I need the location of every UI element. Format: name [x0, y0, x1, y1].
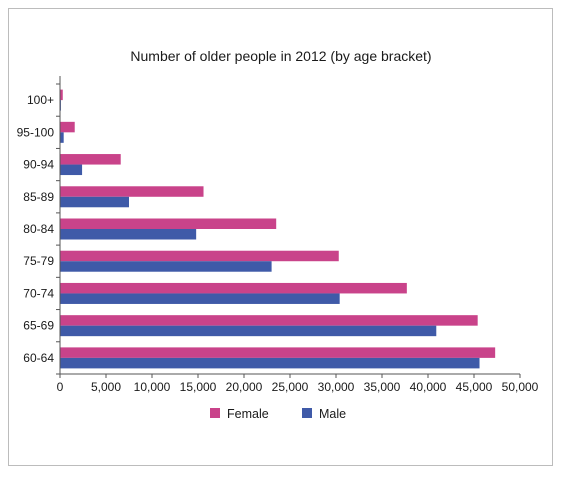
- x-tick-label: 45,000: [456, 380, 493, 394]
- chart-title: Number of older people in 2012 (by age b…: [130, 48, 431, 64]
- x-tick-label: 0: [57, 380, 64, 394]
- bars-layer: [60, 89, 496, 369]
- y-tick-label: 75-79: [23, 254, 54, 268]
- bar-female-90-94: [60, 154, 121, 165]
- legend-label-male: Male: [319, 407, 346, 421]
- y-tick-label: 90-94: [23, 158, 54, 172]
- legend-swatch-female: [210, 408, 220, 418]
- y-tick-label: 65-69: [23, 319, 54, 333]
- y-tick-label: 85-89: [23, 190, 54, 204]
- x-tick-label: 35,000: [364, 380, 401, 394]
- x-tick-label: 10,000: [134, 380, 171, 394]
- labels-layer: 100+ 95-100 90-94 85-89 80-84 75-79 70-74 65-69…: [17, 93, 539, 394]
- bar-female-60-64: [60, 347, 496, 358]
- legend-swatch-male: [302, 408, 312, 418]
- bar-male-85-89: [60, 196, 129, 208]
- x-tick-label: 15,000: [180, 380, 217, 394]
- legend-label-female: Female: [227, 407, 269, 421]
- y-tick-label: 100+: [27, 93, 54, 107]
- bar-male-70-74: [60, 293, 340, 304]
- bar-female-65-69: [60, 315, 478, 326]
- bar-female-95-100: [60, 121, 75, 133]
- bar-male-80-84: [60, 229, 197, 240]
- x-tick-label: 30,000: [318, 380, 355, 394]
- x-tick-label: 20,000: [226, 380, 263, 394]
- bar-male-95-100: [60, 132, 64, 143]
- bar-male-65-69: [60, 325, 437, 337]
- x-tick-label: 5,000: [91, 380, 121, 394]
- axes-layer: [56, 76, 521, 378]
- bar-female-70-74: [60, 282, 407, 294]
- x-tick-label: 50,000: [502, 380, 539, 394]
- legend: Female Male: [210, 407, 346, 421]
- y-tick-label: 95-100: [17, 125, 55, 139]
- bar-female-85-89: [60, 186, 204, 197]
- bar-female-75-79: [60, 250, 339, 262]
- bar-female-100+: [60, 89, 63, 101]
- y-tick-label: 60-64: [23, 351, 54, 365]
- x-tick-label: 25,000: [272, 380, 309, 394]
- bar-female-80-84: [60, 218, 277, 229]
- x-tick-label: 40,000: [410, 380, 447, 394]
- bar-male-90-94: [60, 164, 83, 176]
- y-tick-label: 80-84: [23, 222, 54, 236]
- bar-male-75-79: [60, 261, 272, 272]
- bar-male-60-64: [60, 357, 480, 369]
- y-tick-label: 70-74: [23, 286, 54, 300]
